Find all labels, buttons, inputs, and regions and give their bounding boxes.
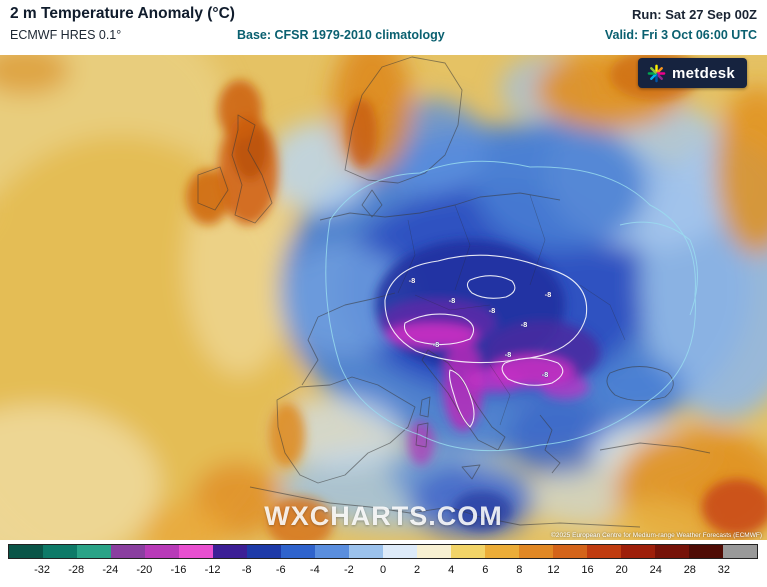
- model-label: ECMWF HRES 0.1°: [10, 28, 122, 42]
- colorbar-segment: [417, 545, 451, 558]
- colorbar-segment: [111, 545, 145, 558]
- colorbar-segment: [43, 545, 77, 558]
- metdesk-star-icon: [647, 64, 666, 82]
- colorbar-tick-label: 12: [547, 564, 560, 576]
- colorbar-segment: [349, 545, 383, 558]
- country-borders: [397, 194, 626, 426]
- contour-value-label: -8: [542, 370, 549, 379]
- colorbar-segment: [213, 545, 247, 558]
- colorbar-segment: [553, 545, 587, 558]
- contour-value-label: -8: [545, 290, 552, 299]
- colorbar-segment: [689, 545, 723, 558]
- valid-time-label: Valid: Fri 3 Oct 06:00 UTC: [604, 28, 757, 42]
- colorbar-segment: [451, 545, 485, 558]
- colorbar-segment: [9, 545, 43, 558]
- colorbar-segment: [145, 545, 179, 558]
- metdesk-logo-text: metdesk: [672, 64, 735, 82]
- colorbar-tick-label: -28: [68, 564, 85, 576]
- coastlines: [197, 56, 711, 528]
- colorbar-segment: [383, 545, 417, 558]
- contour-value-label: -8: [521, 320, 528, 329]
- page-title: 2 m Temperature Anomaly (°C): [10, 5, 235, 22]
- contour-value-label: -8: [409, 276, 416, 285]
- colorbar-tick-label: -16: [170, 564, 187, 576]
- colorbar-segment: [587, 545, 621, 558]
- colorbar-tick-label: -12: [204, 564, 221, 576]
- metdesk-logo: metdesk: [638, 58, 747, 88]
- colorbar-tick-label: -4: [309, 564, 320, 576]
- colorbar-segment: [655, 545, 689, 558]
- weather-map-svg: -8 -8 -8 -8 -8 -8 -8 -8: [0, 55, 767, 540]
- colorbar-tick-label: -32: [34, 564, 51, 576]
- colorbar-tick-label: 8: [516, 564, 523, 576]
- copyright-notice: ©2025 European Centre for Medium-range W…: [551, 532, 762, 539]
- contour-value-label: -8: [433, 340, 440, 349]
- colorbar-tick-label: 24: [649, 564, 662, 576]
- contour-value-label: -8: [489, 306, 496, 315]
- colorbar-tick-label: 2: [414, 564, 421, 576]
- contours-outer: [325, 160, 698, 452]
- anomaly-field-cores: [186, 55, 767, 540]
- colorbar-tick-label: 4: [448, 564, 455, 576]
- colorbar-tick-label: 28: [683, 564, 696, 576]
- colorbar-ticks: -32 -28 -24 -20 -16 -12 -8 -6 -4 -2 0 2 4 6 8 12 16 20 24 2…: [8, 562, 758, 578]
- colorbar-segment: [281, 545, 315, 558]
- wxcharts-watermark: WXCHARTS.COM: [264, 501, 503, 531]
- map-area: -8 -8 -8 -8 -8 -8 -8 -8 metdesk WXCHARTS.COM ©2…: [0, 55, 767, 540]
- colorbar-segment: [621, 545, 655, 558]
- colorbar-tick-label: -8: [241, 564, 252, 576]
- colorbar-tick-label: -2: [344, 564, 354, 576]
- anomaly-field-broad: [0, 55, 767, 540]
- colorbar: -32 -28 -24 -20 -16 -12 -8 -6 -4 -2 0 2 4 6 8 12 16 20 24 2…: [0, 540, 767, 587]
- colorbar-tick-label: 16: [581, 564, 594, 576]
- climatology-base-label: Base: CFSR 1979-2010 climatology: [237, 28, 445, 42]
- colorbar-segment: [77, 545, 111, 558]
- colorbar-tick-label: 0: [379, 564, 387, 576]
- contours-cold: [384, 254, 588, 428]
- colorbar-segment: [247, 545, 281, 558]
- colorbar-gradient: [8, 544, 758, 559]
- colorbar-tick-label: -6: [275, 564, 286, 576]
- contour-labels-group: -8 -8 -8 -8 -8 -8 -8 -8: [408, 276, 552, 380]
- contour-value-label: -8: [449, 296, 456, 305]
- colorbar-tick-label: -24: [102, 564, 119, 576]
- colorbar-segment: [519, 545, 553, 558]
- colorbar-segment: [179, 545, 213, 558]
- colorbar-tick-label: 32: [717, 564, 731, 576]
- colorbar-segment: [315, 545, 349, 558]
- colorbar-tick-label: 20: [615, 564, 628, 576]
- header: 2 m Temperature Anomaly (°C) ECMWF HRES …: [0, 0, 767, 55]
- colorbar-segment: [485, 545, 519, 558]
- colorbar-tick-label: 6: [482, 564, 489, 576]
- colorbar-tick-label: -20: [136, 564, 153, 576]
- colorbar-segment: [723, 545, 757, 558]
- run-time-label: Run: Sat 27 Sep 00Z: [632, 7, 757, 22]
- contour-value-label: -8: [505, 350, 512, 359]
